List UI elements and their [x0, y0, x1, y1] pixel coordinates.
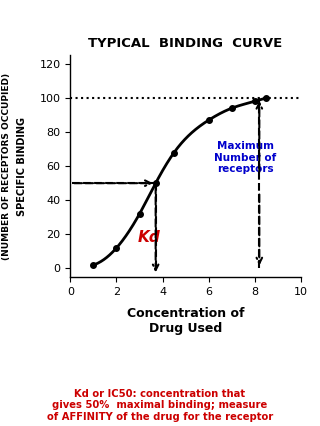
Text: Concentration of
Drug Used: Concentration of Drug Used [127, 307, 244, 335]
Text: Kd: Kd [137, 230, 160, 245]
Text: (NUMBER OF RECEPTORS OCCUPIED): (NUMBER OF RECEPTORS OCCUPIED) [2, 72, 11, 260]
Text: Maximum
Number of
receptors: Maximum Number of receptors [214, 141, 276, 174]
Text: SPECIFIC BINDING: SPECIFIC BINDING [17, 117, 28, 216]
Title: TYPICAL  BINDING  CURVE: TYPICAL BINDING CURVE [88, 37, 283, 50]
Text: Kd or IC50: concentration that
gives 50%  maximal binding; measure
of AFFINITY o: Kd or IC50: concentration that gives 50%… [47, 389, 273, 422]
